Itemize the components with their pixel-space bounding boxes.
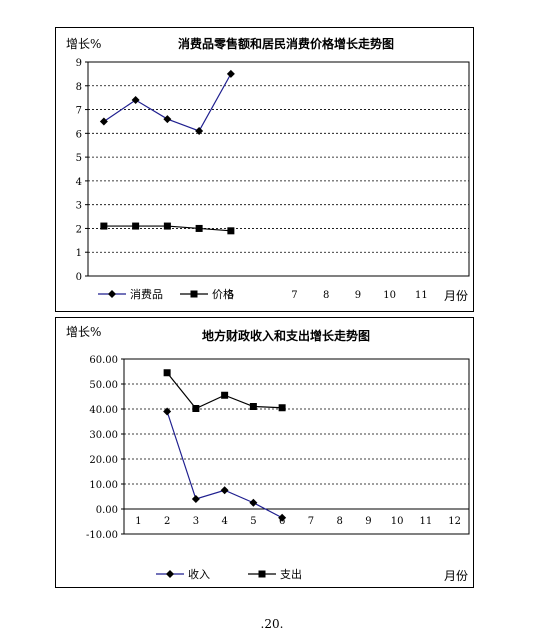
c1-y-tick-label: 6 bbox=[76, 129, 82, 140]
page-number: .20. bbox=[260, 617, 284, 631]
c2-x-tick-label: 8 bbox=[336, 516, 342, 527]
c1-data-point bbox=[226, 69, 235, 78]
c2-data-point bbox=[163, 407, 172, 416]
c1-x-tick-label: 11 bbox=[415, 290, 428, 301]
c1-data-point bbox=[195, 126, 204, 135]
c2-data-point bbox=[191, 495, 200, 503]
c1-y-tick-label: 2 bbox=[76, 224, 82, 235]
c1-y-tick-label: 3 bbox=[76, 201, 82, 212]
c1-y-tick-label: 1 bbox=[76, 248, 82, 259]
c2-title: 地方财政收入和支出增长走势图 bbox=[202, 328, 370, 343]
c1-plot-area bbox=[87, 61, 470, 277]
c2-data-point bbox=[278, 404, 286, 412]
c1-x-tick-label: 10 bbox=[383, 290, 396, 301]
c2-legend-marker bbox=[166, 570, 174, 578]
c2-y-tick-label: -10.00 bbox=[86, 530, 118, 541]
c1-data-point bbox=[163, 115, 172, 124]
c1-data-point bbox=[163, 222, 171, 230]
c1-y-tick-label: 9 bbox=[76, 58, 82, 69]
fiscal-chart-svg: -10.00 0.00 10.00 20.00 30.00 40.00 50.00 60.00… bbox=[66, 325, 470, 583]
c2-legend-label: 支出 bbox=[280, 567, 302, 581]
c1-y-tick-label: 7 bbox=[76, 106, 82, 117]
c2-y-tick-label: 50.00 bbox=[89, 380, 118, 391]
c1-x-tick-label: 8 bbox=[323, 290, 329, 301]
c1-y-tick-label: 8 bbox=[76, 82, 82, 93]
c2-y-tick-label: 10.00 bbox=[89, 480, 118, 491]
retail-price-chart: 0 1 2 3 4 5 6 7 8 9 5 7 8 9 10 11 消费品零售额和居民消费价格增长走势图 增长% 月… bbox=[55, 27, 474, 312]
c2-data-point bbox=[278, 513, 287, 522]
fiscal-chart: -10.00 0.00 10.00 20.00 30.00 40.00 50.00 60.00… bbox=[55, 317, 474, 588]
c1-x-tick-label: 7 bbox=[291, 290, 297, 301]
c2-y-tick-label: 60.00 bbox=[89, 355, 118, 366]
c1-data-point bbox=[195, 224, 203, 232]
c2-legend-marker bbox=[258, 570, 266, 578]
c1-data-point bbox=[227, 227, 235, 235]
c1-y-tick-label: 5 bbox=[76, 153, 82, 164]
c2-x-tick-label: 10 bbox=[391, 516, 404, 527]
c1-y-axis-label: 增长% bbox=[66, 37, 101, 51]
c1-x-tick-label: 9 bbox=[355, 290, 361, 301]
c2-x-tick-label: 7 bbox=[308, 516, 314, 527]
c1-legend-marker bbox=[108, 290, 116, 298]
c1-legend-label: 价格 bbox=[212, 287, 234, 301]
c2-x-tick-label: 1 bbox=[135, 516, 141, 527]
c2-plot-area bbox=[123, 358, 470, 535]
c1-x-axis-label: 月份 bbox=[444, 289, 468, 303]
c2-x-tick-label: 2 bbox=[164, 516, 170, 527]
c2-y-axis-label: 增长% bbox=[66, 325, 101, 339]
c2-x-tick-label: 12 bbox=[448, 516, 461, 527]
c1-legend-label: 消费品 bbox=[130, 287, 163, 301]
c2-x-tick-label: 11 bbox=[420, 516, 433, 527]
c2-x-tick-label: 4 bbox=[221, 516, 227, 527]
c2-legend-label: 收入 bbox=[188, 567, 210, 581]
c1-data-point bbox=[132, 222, 140, 230]
c1-y-tick-label: 0 bbox=[76, 272, 82, 283]
c1-title: 消费品零售额和居民消费价格增长走势图 bbox=[178, 36, 394, 51]
c2-x-axis-label: 月份 bbox=[444, 569, 468, 583]
c2-data-point bbox=[163, 369, 171, 377]
c1-legend-marker bbox=[190, 290, 198, 298]
c2-y-tick-label: 40.00 bbox=[89, 405, 118, 416]
c2-y-tick-label: 20.00 bbox=[89, 455, 118, 466]
c2-data-point bbox=[220, 486, 229, 495]
c2-data-point bbox=[249, 498, 258, 507]
c1-data-point bbox=[100, 222, 108, 230]
retail-price-chart-svg: 0 1 2 3 4 5 6 7 8 9 5 7 8 9 10 11 消费品零售额和居民消费价格增长走势图 增长% 月… bbox=[66, 36, 470, 303]
c2-x-tick-label: 3 bbox=[193, 516, 199, 527]
c2-x-tick-label: 9 bbox=[365, 516, 371, 527]
c2-x-tick-label: 5 bbox=[250, 516, 256, 527]
c1-data-point bbox=[99, 117, 108, 126]
c2-y-tick-label: 0.00 bbox=[96, 505, 118, 516]
c2-data-point bbox=[192, 405, 200, 412]
c1-data-point bbox=[131, 96, 140, 105]
c2-y-tick-label: 30.00 bbox=[89, 430, 118, 441]
c1-y-tick-label: 4 bbox=[76, 177, 82, 188]
c1-x-tick-label: 5 bbox=[228, 290, 234, 301]
c2-data-point bbox=[249, 403, 257, 410]
c2-data-point bbox=[221, 391, 229, 399]
